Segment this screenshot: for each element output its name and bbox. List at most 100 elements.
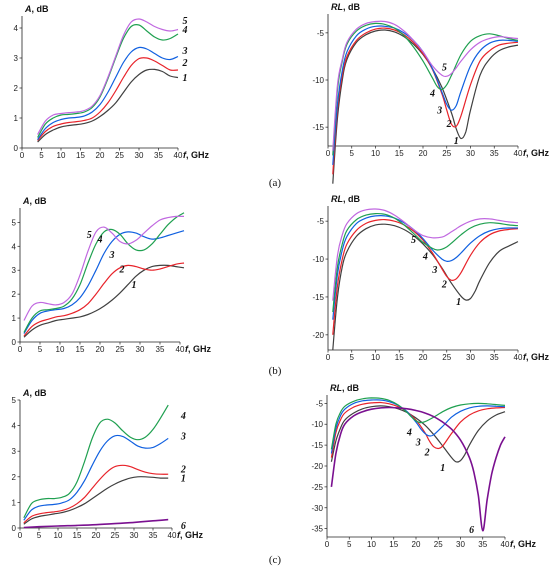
series-line-5 [332, 208, 519, 301]
curve-label-2: 2 [441, 280, 447, 291]
x-tick-label: 30 [130, 531, 139, 540]
series-line-1 [332, 29, 519, 184]
y-tick-label: 2 [14, 84, 19, 93]
curve-label-4: 4 [422, 252, 428, 263]
series-line-2 [23, 262, 185, 337]
x-axis-label: f, GHz [523, 352, 550, 362]
curve-label-1: 1 [440, 463, 445, 474]
chart-c-RL: 0 5 10 15 20 25 30 35 40 -5 -10 -15 -20 -25 -30 -35 RL, … [311, 383, 536, 549]
y-tick-label: -15 [312, 293, 324, 302]
series-line-1 [37, 68, 179, 143]
y-tick-label: 2 [12, 473, 17, 482]
panel-label-c: (c) [268, 554, 282, 566]
curve-label-2: 2 [424, 448, 430, 459]
y-tick-label: -20 [311, 462, 323, 471]
series-line-5 [37, 18, 179, 135]
curve-label-6: 6 [469, 525, 474, 536]
y-tick-label: -35 [311, 525, 323, 534]
panel-label-b: (b) [268, 365, 282, 377]
y-axis-label: A, dB [22, 196, 47, 206]
x-tick-label: 35 [156, 345, 165, 354]
x-axis-label: f, GHz [523, 148, 550, 158]
curve-label-3: 3 [431, 265, 437, 276]
curve-label-6: 6 [181, 521, 186, 532]
x-tick-label: 30 [456, 540, 465, 549]
y-tick-label: 3 [12, 266, 17, 275]
x-tick-label: 15 [76, 345, 85, 354]
curve-label-5: 5 [87, 230, 92, 241]
curve-label-5: 5 [442, 62, 447, 73]
series-line-2 [330, 401, 506, 458]
x-tick-label: 25 [115, 151, 124, 160]
x-tick-label: 35 [149, 531, 158, 540]
y-tick-label: -5 [317, 29, 325, 38]
x-tick-label: 25 [111, 531, 120, 540]
x-axis-label: f, GHz [185, 344, 212, 354]
x-tick-label: 15 [395, 149, 404, 158]
x-tick-label: 35 [490, 353, 499, 362]
curve-label-4: 4 [182, 25, 188, 36]
y-axis-label: RL, dB [331, 2, 360, 12]
y-axis-label: A, dB [22, 388, 47, 398]
x-tick-label: 5 [347, 540, 352, 549]
y-tick-label: 4 [12, 422, 17, 431]
curve-label-5: 5 [183, 16, 188, 27]
x-tick-label: 15 [76, 151, 85, 160]
series-line-3 [332, 25, 519, 165]
series-line-2 [332, 27, 519, 175]
y-tick-label: 1 [14, 114, 19, 123]
curve-label-1: 1 [456, 297, 461, 308]
curve-label-3: 3 [182, 46, 188, 57]
x-tick-label: 15 [73, 531, 82, 540]
x-tick-label: 0 [325, 540, 330, 549]
series-line-1 [23, 264, 185, 338]
series-line-4 [23, 404, 169, 519]
series-line-3 [23, 434, 169, 521]
curve-label-3: 3 [109, 250, 115, 261]
series-line-4 [332, 22, 519, 156]
curve-label-2: 2 [182, 58, 188, 69]
y-tick-label: -15 [312, 123, 324, 132]
y-tick-label: -5 [317, 217, 325, 226]
x-tick-label: 10 [57, 151, 66, 160]
series-line-1 [332, 223, 519, 351]
x-tick-label: 20 [96, 345, 105, 354]
y-tick-label: 5 [12, 396, 17, 405]
y-tick-label: -5 [316, 399, 324, 408]
y-tick-label: 4 [12, 242, 17, 251]
y-tick-label: 1 [12, 314, 17, 323]
y-tick-label: 1 [12, 498, 17, 507]
x-tick-label: 5 [38, 345, 43, 354]
series-line-3 [332, 215, 519, 320]
y-tick-label: 0 [12, 524, 17, 533]
series-line-3 [330, 399, 506, 454]
x-tick-label: 40 [168, 531, 177, 540]
curve-label-4: 4 [180, 411, 186, 422]
x-tick-label: 0 [18, 345, 23, 354]
y-tick-label: -30 [311, 504, 323, 513]
series-line-4 [332, 212, 519, 313]
x-tick-label: 30 [466, 353, 475, 362]
x-axis-label: f, GHz [183, 150, 210, 160]
x-tick-label: 5 [39, 151, 44, 160]
y-tick-label: -15 [311, 441, 323, 450]
curve-label-1: 1 [132, 280, 137, 291]
x-tick-label: 0 [20, 151, 25, 160]
y-tick-label: -10 [312, 76, 324, 85]
x-tick-label: 10 [367, 540, 376, 549]
series-line-6 [330, 406, 506, 532]
y-axis-label: RL, dB [330, 383, 359, 393]
y-axis-label: RL, dB [331, 194, 360, 204]
curve-label-2: 2 [180, 465, 186, 476]
x-tick-label: 0 [326, 149, 331, 158]
x-tick-label: 25 [116, 345, 125, 354]
y-tick-label: -25 [311, 483, 323, 492]
x-tick-label: 25 [442, 149, 451, 158]
series-line-3 [37, 46, 179, 140]
x-tick-label: 10 [371, 149, 380, 158]
x-tick-label: 20 [96, 151, 105, 160]
